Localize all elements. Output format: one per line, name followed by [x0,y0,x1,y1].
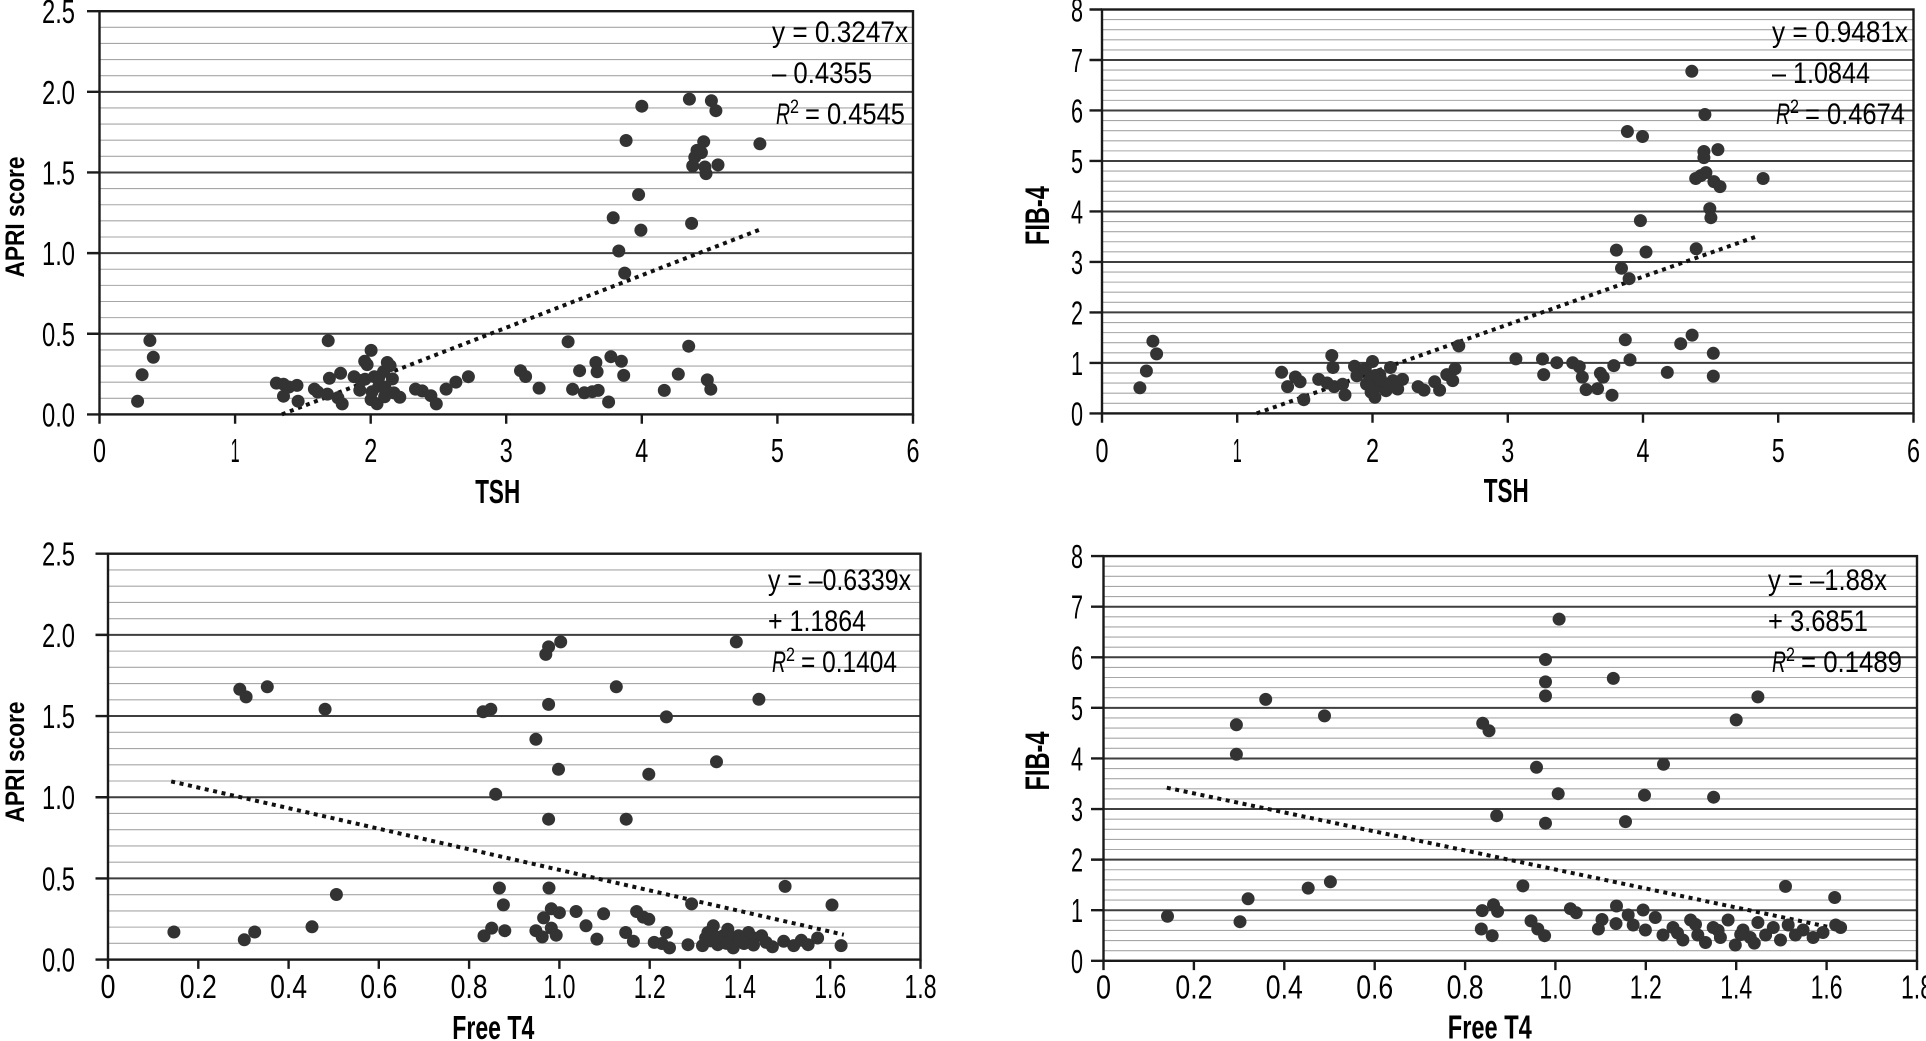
svg-text:0.0: 0.0 [42,396,75,433]
svg-text:– 1.0844: – 1.0844 [1772,57,1870,90]
svg-text:1.0: 1.0 [1539,969,1571,1006]
svg-text:2: 2 [790,97,799,118]
svg-text:R: R [1776,98,1790,131]
svg-text:1.8: 1.8 [905,968,937,1005]
svg-text:0: 0 [101,968,116,1005]
svg-text:y = –0.6339x: y = –0.6339x [768,564,911,597]
svg-text:2: 2 [1071,842,1083,879]
svg-text:= 0.4545: = 0.4545 [805,98,905,131]
svg-text:0.4: 0.4 [1266,969,1303,1006]
svg-text:3: 3 [1501,432,1514,469]
svg-text:y = 0.9481x: y = 0.9481x [1772,16,1908,49]
svg-text:– 0.4355: – 0.4355 [772,57,872,90]
svg-text:1: 1 [231,432,240,469]
svg-text:TSH: TSH [1484,472,1529,509]
svg-text:1.2: 1.2 [634,968,666,1005]
svg-text:5: 5 [771,432,784,469]
svg-text:2: 2 [786,645,795,666]
svg-text:= 0.4674: = 0.4674 [1805,98,1905,131]
svg-text:+ 3.6851: + 3.6851 [1768,605,1868,638]
svg-text:= 0.1489: = 0.1489 [1801,646,1902,679]
svg-text:Free T4: Free T4 [1448,1009,1532,1041]
svg-text:1.5: 1.5 [42,155,75,192]
svg-text:APRI score: APRI score [0,157,30,278]
svg-text:0.0: 0.0 [42,942,75,979]
svg-text:0.8: 0.8 [451,968,488,1005]
svg-text:3: 3 [1071,244,1083,281]
svg-text:1.0: 1.0 [42,779,75,816]
svg-text:0.6: 0.6 [360,968,397,1005]
svg-text:4: 4 [1071,741,1083,778]
svg-text:7: 7 [1071,589,1083,626]
svg-text:0.6: 0.6 [1356,969,1393,1006]
svg-text:2.5: 2.5 [42,0,75,30]
svg-text:0: 0 [1096,432,1109,469]
svg-text:1.2: 1.2 [1630,969,1662,1006]
svg-text:2.0: 2.0 [42,74,75,111]
svg-text:R: R [772,646,786,679]
svg-text:0: 0 [93,432,106,469]
svg-text:6: 6 [1907,432,1920,469]
svg-text:Free T4: Free T4 [452,1009,534,1041]
svg-text:1.5: 1.5 [42,698,75,735]
svg-text:0.2: 0.2 [1175,969,1212,1006]
svg-text:6: 6 [907,432,920,469]
svg-text:2: 2 [364,432,377,469]
svg-text:1.0: 1.0 [543,968,575,1005]
svg-text:6: 6 [1071,639,1083,676]
svg-text:2: 2 [1071,294,1083,331]
svg-text:1.0: 1.0 [42,235,75,272]
svg-text:0.2: 0.2 [180,968,217,1005]
svg-text:5: 5 [1772,432,1785,469]
svg-text:R: R [776,98,790,131]
svg-text:3: 3 [1071,791,1083,828]
svg-text:2.5: 2.5 [42,536,75,573]
svg-text:4: 4 [1637,432,1650,469]
svg-text:FIB-4: FIB-4 [1019,186,1057,245]
svg-text:= 0.1404: = 0.1404 [801,646,897,679]
svg-text:4: 4 [635,432,648,469]
svg-text:0.5: 0.5 [42,316,75,353]
svg-text:R: R [1772,646,1786,679]
svg-text:0: 0 [1096,969,1111,1006]
svg-text:2: 2 [1790,97,1799,118]
svg-text:8: 8 [1071,538,1083,575]
svg-text:3: 3 [500,432,513,469]
svg-text:2.0: 2.0 [42,617,75,654]
svg-text:1.8: 1.8 [1901,969,1926,1006]
svg-text:2: 2 [1366,432,1379,469]
svg-text:APRI score: APRI score [0,702,30,823]
svg-text:1: 1 [1071,892,1083,929]
svg-text:5: 5 [1071,143,1083,180]
svg-text:0.8: 0.8 [1447,969,1484,1006]
svg-text:y = –1.88x: y = –1.88x [1768,564,1887,597]
svg-text:8: 8 [1071,0,1083,29]
svg-text:1.6: 1.6 [814,968,846,1005]
svg-text:1.4: 1.4 [724,968,756,1005]
svg-text:1.4: 1.4 [1720,969,1752,1006]
svg-text:FIB-4: FIB-4 [1019,731,1057,790]
svg-text:6: 6 [1071,93,1083,130]
svg-text:TSH: TSH [475,473,520,510]
svg-text:0: 0 [1071,395,1083,432]
svg-text:y = 0.3247x: y = 0.3247x [772,16,908,49]
svg-text:0.5: 0.5 [42,860,75,897]
svg-text:1: 1 [1233,432,1242,469]
svg-text:4: 4 [1071,193,1083,230]
svg-text:+ 1.1864: + 1.1864 [768,605,866,638]
svg-text:1: 1 [1071,345,1083,382]
svg-text:7: 7 [1071,42,1083,79]
svg-text:0.4: 0.4 [270,968,307,1005]
svg-text:1.6: 1.6 [1811,969,1843,1006]
svg-text:5: 5 [1071,690,1083,727]
svg-text:2: 2 [1786,645,1795,666]
svg-text:0: 0 [1071,943,1083,980]
